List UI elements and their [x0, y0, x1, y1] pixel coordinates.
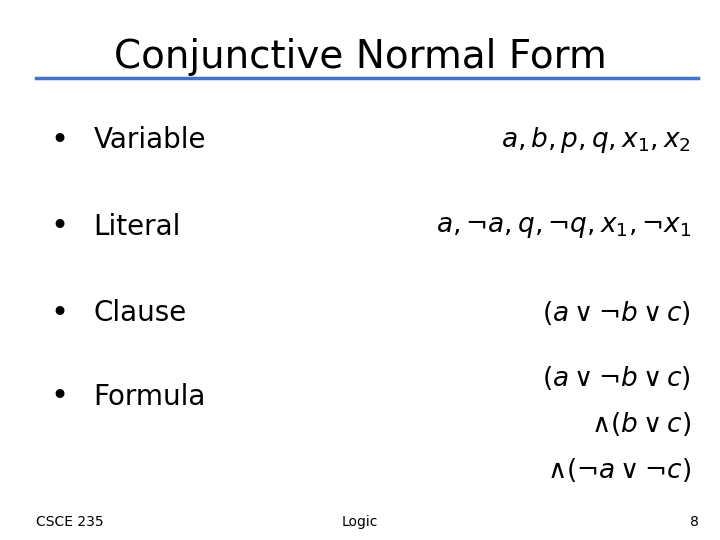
Text: Literal: Literal	[94, 213, 181, 241]
Text: CSCE 235: CSCE 235	[36, 515, 104, 529]
Text: $a, b, p, q, x_1, x_2$: $a, b, p, q, x_1, x_2$	[502, 125, 691, 156]
Text: Logic: Logic	[342, 515, 378, 529]
Text: •: •	[50, 299, 68, 328]
Text: •: •	[50, 212, 68, 241]
Text: $(a \vee \neg b \vee c)$: $(a \vee \neg b \vee c)$	[542, 299, 691, 327]
Text: 8: 8	[690, 515, 698, 529]
Text: Clause: Clause	[94, 299, 187, 327]
Text: $a, \neg a, q, \neg q, x_1, \neg x_1$: $a, \neg a, q, \neg q, x_1, \neg x_1$	[436, 214, 691, 240]
Text: Formula: Formula	[94, 383, 206, 411]
Text: Variable: Variable	[94, 126, 206, 154]
Text: Conjunctive Normal Form: Conjunctive Normal Form	[114, 38, 606, 76]
Text: $\wedge(b \vee c)$: $\wedge(b \vee c)$	[591, 410, 691, 438]
Text: $(a \vee \neg b \vee c)$: $(a \vee \neg b \vee c)$	[542, 364, 691, 392]
Text: •: •	[50, 126, 68, 155]
Text: •: •	[50, 382, 68, 411]
Text: $\wedge(\neg a \vee \neg c)$: $\wedge(\neg a \vee \neg c)$	[547, 456, 691, 484]
